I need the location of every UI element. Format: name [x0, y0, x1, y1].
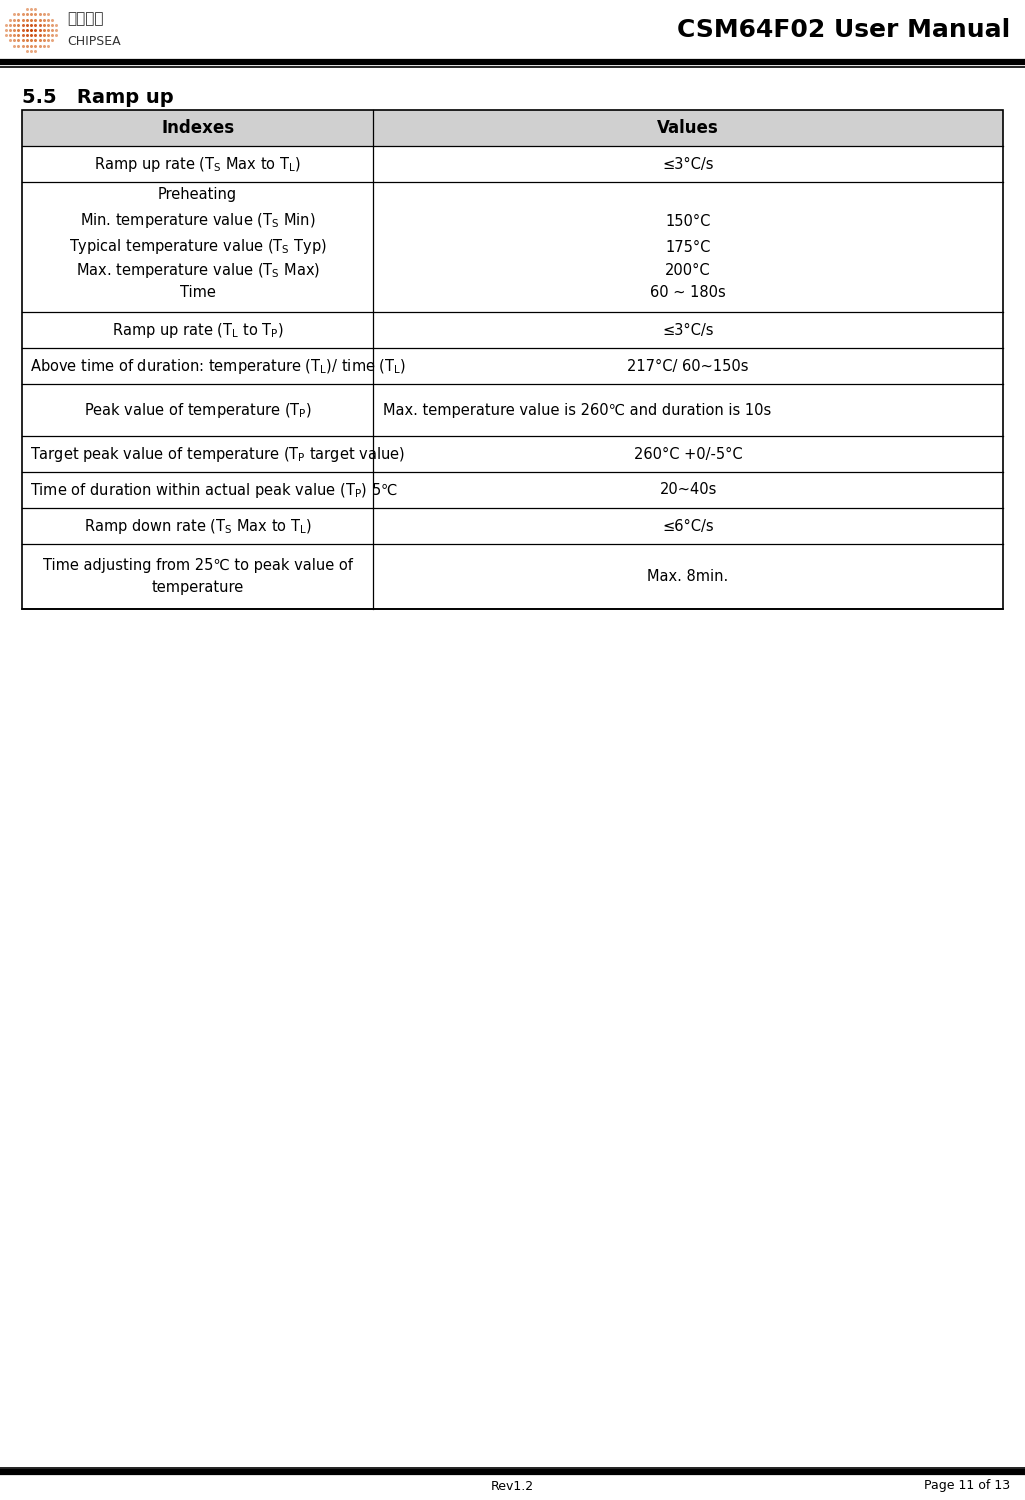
Text: ≤3°C/s: ≤3°C/s	[662, 156, 713, 171]
Text: 5.5   Ramp up: 5.5 Ramp up	[22, 88, 173, 106]
Text: Peak value of temperature (T$_\mathsf{P}$): Peak value of temperature (T$_\mathsf{P}…	[84, 400, 312, 420]
Text: Typical temperature value (T$_\mathsf{S}$ Typ): Typical temperature value (T$_\mathsf{S}…	[69, 237, 327, 256]
Text: Page 11 of 13: Page 11 of 13	[924, 1479, 1010, 1492]
Text: Time: Time	[179, 285, 215, 300]
Text: CSM64F02 User Manual: CSM64F02 User Manual	[676, 18, 1010, 42]
Text: Indexes: Indexes	[161, 118, 234, 136]
Text: CHIPSEA: CHIPSEA	[67, 34, 121, 48]
Text: Values: Values	[657, 118, 719, 136]
Bar	[22, 110, 1003, 146]
Text: Ramp up rate (T$_\mathsf{L}$ to T$_\mathsf{P}$): Ramp up rate (T$_\mathsf{L}$ to T$_\math…	[112, 321, 284, 339]
Text: 60 ~ 180s: 60 ~ 180s	[650, 285, 726, 300]
Text: 芯海科技: 芯海科技	[67, 10, 104, 26]
Text: Max. temperature value (T$_\mathsf{S}$ Max): Max. temperature value (T$_\mathsf{S}$ M…	[76, 261, 320, 280]
Bar	[22, 110, 1003, 609]
Text: 20~40s: 20~40s	[659, 483, 716, 498]
Text: 150°C: 150°C	[665, 213, 710, 228]
Text: Ramp up rate (T$_\mathsf{S}$ Max to T$_\mathsf{L}$): Ramp up rate (T$_\mathsf{S}$ Max to T$_\…	[94, 154, 301, 174]
Text: 217°C/ 60~150s: 217°C/ 60~150s	[627, 358, 749, 374]
Text: Ramp down rate (T$_\mathsf{S}$ Max to T$_\mathsf{L}$): Ramp down rate (T$_\mathsf{S}$ Max to T$…	[84, 516, 312, 536]
Text: ≤6°C/s: ≤6°C/s	[662, 519, 713, 534]
Text: Preheating: Preheating	[158, 188, 237, 202]
Text: Above time of duration: temperature (T$_\mathsf{L}$)/ time (T$_\mathsf{L}$): Above time of duration: temperature (T$_…	[30, 357, 406, 375]
Text: ≤3°C/s: ≤3°C/s	[662, 322, 713, 338]
Text: 200°C: 200°C	[665, 262, 711, 278]
Text: Max. 8min.: Max. 8min.	[648, 568, 729, 584]
Text: Time adjusting from 25℃ to peak value of: Time adjusting from 25℃ to peak value of	[43, 558, 353, 573]
Bar	[22, 110, 1003, 609]
Text: 175°C: 175°C	[665, 240, 710, 255]
Text: temperature: temperature	[152, 580, 244, 596]
Text: Rev1.2: Rev1.2	[491, 1479, 534, 1492]
Text: 260°C +0/-5°C: 260°C +0/-5°C	[633, 447, 742, 462]
Text: Time of duration within actual peak value (T$_\mathsf{P}$) 5℃: Time of duration within actual peak valu…	[30, 480, 398, 500]
Text: Target peak value of temperature (T$_\mathsf{P}$ target value): Target peak value of temperature (T$_\ma…	[30, 444, 405, 464]
Text: Max. temperature value is 260℃ and duration is 10s: Max. temperature value is 260℃ and durat…	[383, 402, 772, 417]
Text: Min. temperature value (T$_\mathsf{S}$ Min): Min. temperature value (T$_\mathsf{S}$ M…	[80, 211, 316, 231]
